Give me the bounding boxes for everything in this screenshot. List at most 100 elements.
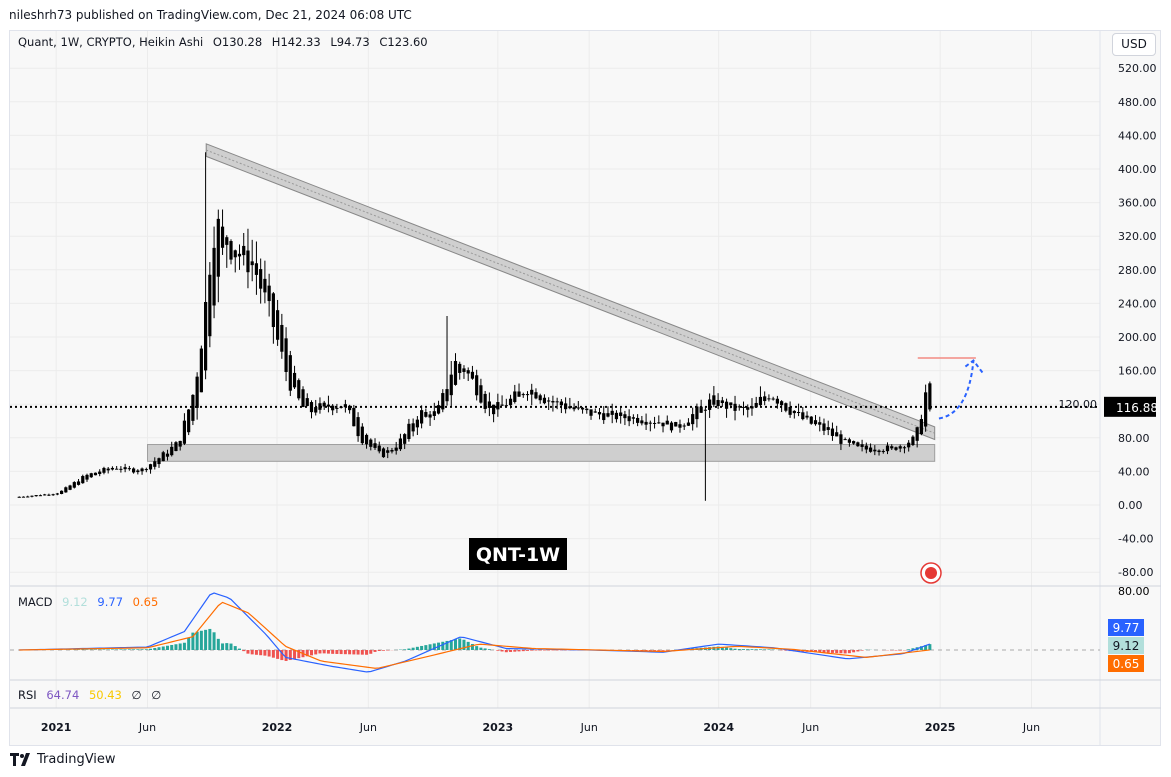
candle-body [746,407,750,410]
candle-body [398,438,403,450]
macd-histogram-bar [449,640,453,650]
candle-body [830,428,835,436]
candle-body [716,400,720,407]
candle-body [724,401,729,409]
time-tick-label: 2024 [703,721,734,734]
candle-body [21,496,26,498]
macd-histogram-bar [847,650,851,654]
candle-body [496,402,500,410]
candle-body [699,406,703,413]
candle-body [763,396,767,402]
candle-body [212,247,216,306]
candle-body [136,470,140,473]
candle-body [466,370,470,374]
macd-histogram-bar [818,650,822,653]
candle-body [229,241,233,260]
candle-body [475,375,479,396]
macd-histogram-bar [424,645,428,650]
candle-body [182,420,187,444]
currency-button[interactable]: USD [1112,33,1156,56]
candle-body [801,412,805,420]
candle-body [631,417,635,419]
macd-histogram-bar [466,641,470,650]
candle-body [369,439,373,447]
candle-body [106,468,110,471]
macd-legend[interactable]: MACD 9.12 9.77 0.65 [18,595,158,609]
footer-brand[interactable]: TradingView [10,752,116,767]
macd-histogram-bar [225,643,229,650]
macd-histogram-bar [733,648,737,650]
candle-body [470,371,475,379]
candle-body [411,423,415,432]
macd-histogram-bar [754,649,758,650]
rsi-legend[interactable]: RSI 64.74 50.43 ∅ ∅ [18,688,161,702]
macd-axis-badge-label: 9.77 [1113,621,1140,635]
candle-body [233,250,237,258]
price-tick-label: 240.00 [1118,297,1157,310]
candle-body [174,442,178,452]
candle-body [708,399,712,410]
macd-hist-value: 9.12 [62,595,88,609]
macd-histogram-bar [305,650,309,657]
candle-body [263,278,267,293]
candle-body [407,423,411,439]
projection-arrow-head [964,359,984,374]
candle-body [364,434,369,445]
candle-body [43,494,47,496]
macd-histogram-bar [856,650,860,652]
candle-body [204,302,208,371]
macd-histogram-bar [636,650,640,651]
macd-histogram-bar [271,650,275,658]
price-tick-label: 40.00 [1118,465,1150,478]
macd-histogram-bar [212,632,216,650]
candle-body [682,425,686,427]
macd-histogram-bar [322,650,326,654]
last-price-badge [1104,396,1156,417]
candle-body [767,398,771,400]
candle-body [885,445,890,452]
macd-histogram-bar [195,631,199,650]
open-value: O130.28 [212,35,263,49]
candle-body [449,374,453,396]
candle-body [377,445,381,452]
candle-body [47,494,51,496]
time-tick-label: Jun [801,721,819,734]
macd-value: 9.77 [97,595,124,609]
macd-histogram-bar [170,644,174,650]
macd-histogram-bar [763,649,767,650]
candle-body [301,389,305,407]
candle-body [246,250,250,273]
candle-body [864,445,868,450]
candle-body [271,293,275,328]
candle-body [267,285,271,302]
candle-body [119,468,123,470]
time-tick-label: Jun [1022,721,1040,734]
candle-body [153,461,157,467]
macd-histogram-bar [479,647,483,650]
candle-body [813,420,818,425]
macd-histogram-bar [517,650,521,652]
price-tick-label: 400.00 [1118,163,1157,176]
price-tick-label: 520.00 [1118,62,1157,75]
macd-histogram-bar [504,650,508,653]
candle-body [127,468,131,470]
candle-body [123,467,127,470]
candle-body [597,411,602,415]
symbol-watermark: QNT-1W [476,544,560,566]
candle-body [775,398,779,404]
candle-body [796,412,801,414]
candle-body [547,400,551,402]
macd-histogram-bar [530,650,534,651]
candle-body [492,404,496,415]
macd-histogram-bar [657,650,661,651]
candle-body [297,380,301,399]
candle-body [695,406,699,420]
candle-body [453,360,458,385]
candle-body [93,472,98,476]
macd-axis-badge [1108,637,1144,654]
candle-body [441,393,445,410]
candle-body [517,391,521,397]
candle-body [254,263,259,275]
candle-body [38,495,43,497]
